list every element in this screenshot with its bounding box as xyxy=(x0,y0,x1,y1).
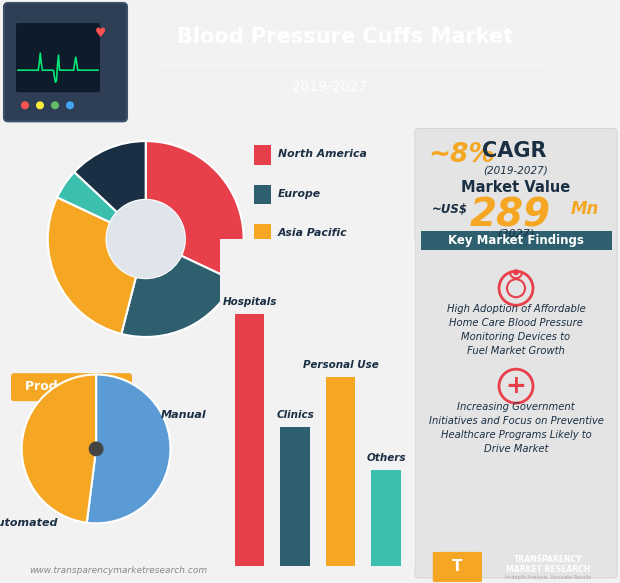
Text: ~US$: ~US$ xyxy=(432,203,468,216)
Text: 2019-2027: 2019-2027 xyxy=(293,80,368,94)
Text: 289: 289 xyxy=(469,196,551,234)
Text: Clinics: Clinics xyxy=(276,410,314,420)
Text: Blood Pressure Cuffs Market: Blood Pressure Cuffs Market xyxy=(177,27,513,47)
Text: www.transparencymarketresearch.com: www.transparencymarketresearch.com xyxy=(29,566,207,575)
Text: High Adoption of Affordable
Home Care Blood Pressure
Monitoring Devices to
Fuel : High Adoption of Affordable Home Care Bl… xyxy=(446,304,585,356)
Text: Manual: Manual xyxy=(161,410,207,420)
Bar xyxy=(254,224,271,244)
Wedge shape xyxy=(122,256,234,337)
FancyBboxPatch shape xyxy=(11,373,132,401)
Text: Latin America: Latin America xyxy=(278,268,363,278)
Circle shape xyxy=(66,101,74,109)
Text: TRANSPARENCY: TRANSPARENCY xyxy=(514,556,582,564)
Bar xyxy=(254,264,271,284)
Circle shape xyxy=(21,101,29,109)
Wedge shape xyxy=(146,141,244,281)
Bar xyxy=(280,427,310,566)
Bar xyxy=(254,304,271,324)
Text: Automated: Automated xyxy=(0,518,58,528)
FancyBboxPatch shape xyxy=(415,128,617,578)
Wedge shape xyxy=(57,172,117,222)
Text: ♥: ♥ xyxy=(94,27,105,40)
Circle shape xyxy=(36,101,44,109)
Bar xyxy=(371,470,401,566)
Wedge shape xyxy=(48,197,136,334)
FancyBboxPatch shape xyxy=(16,23,100,92)
FancyBboxPatch shape xyxy=(421,231,612,250)
Wedge shape xyxy=(74,141,146,212)
Circle shape xyxy=(89,441,104,456)
Text: Personal Use: Personal Use xyxy=(303,360,378,370)
Wedge shape xyxy=(87,374,170,524)
Text: North America: North America xyxy=(278,149,366,159)
Text: T: T xyxy=(452,559,463,574)
FancyBboxPatch shape xyxy=(232,253,328,281)
Text: (2027): (2027) xyxy=(497,229,534,238)
Text: Increasing Government
Initiatives and Focus on Preventive
Healthcare Programs Li: Increasing Government Initiatives and Fo… xyxy=(428,402,603,454)
Text: Hospitals: Hospitals xyxy=(223,297,277,307)
Text: Middle East & Africa: Middle East & Africa xyxy=(278,307,402,318)
Circle shape xyxy=(51,101,59,109)
Text: Market Value: Market Value xyxy=(461,180,570,195)
Bar xyxy=(254,185,271,205)
Wedge shape xyxy=(22,374,96,523)
Text: Mn: Mn xyxy=(571,201,600,218)
Circle shape xyxy=(107,200,185,278)
Text: Key Market Findings: Key Market Findings xyxy=(448,234,584,247)
Text: End User: End User xyxy=(249,260,311,273)
Text: Asia Pacific: Asia Pacific xyxy=(278,228,347,238)
Text: Europe: Europe xyxy=(278,188,321,199)
Text: Others: Others xyxy=(366,452,405,462)
Text: +: + xyxy=(505,374,526,398)
Bar xyxy=(254,145,271,165)
Bar xyxy=(326,377,355,566)
FancyBboxPatch shape xyxy=(4,3,127,121)
Text: In-depth Analysis. Accurate Results: In-depth Analysis. Accurate Results xyxy=(505,575,591,580)
Text: MARKET RESEARCH: MARKET RESEARCH xyxy=(506,565,590,574)
Text: (2019-2027): (2019-2027) xyxy=(484,166,548,175)
Text: CAGR: CAGR xyxy=(482,141,546,161)
FancyBboxPatch shape xyxy=(433,552,482,582)
Bar xyxy=(235,314,264,566)
Text: ~8%: ~8% xyxy=(428,142,495,168)
Text: Product Type: Product Type xyxy=(25,380,117,392)
Circle shape xyxy=(513,269,519,275)
